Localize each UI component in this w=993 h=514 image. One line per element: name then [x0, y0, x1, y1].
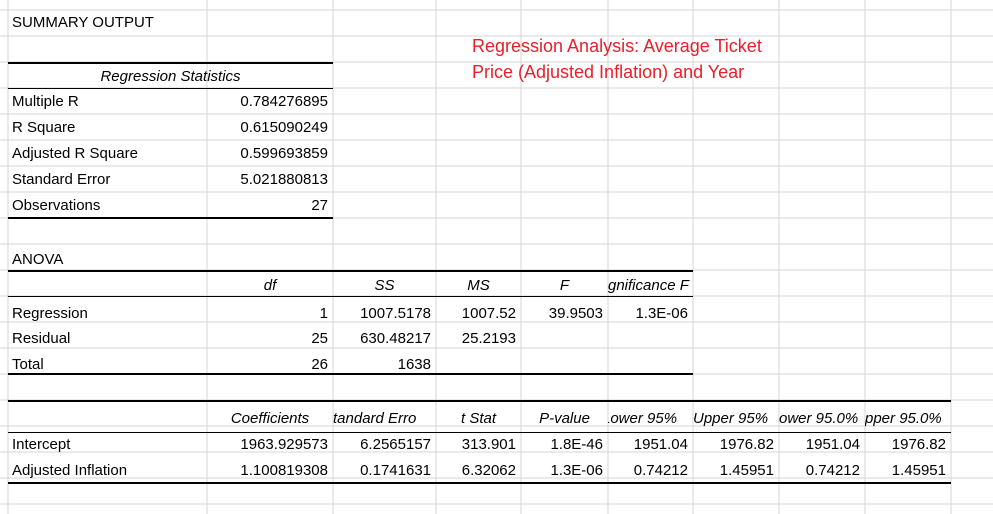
regstats-label: R Square	[12, 119, 76, 136]
coef-cell-lower-95-0: 1951.04	[805, 436, 860, 453]
coef-top-border	[8, 400, 951, 402]
chart-note: Regression Analysis: Average Ticket Pric…	[472, 33, 762, 85]
regstats-value: 0.784276895	[240, 93, 328, 110]
coef-cell-lower-95-0: 0.74212	[805, 462, 860, 479]
anova-cell-ss: 1007.5178	[360, 305, 431, 322]
note-line-2: Price (Adjusted Inflation) and Year	[472, 62, 745, 82]
coef-cell-standard-error: 6.2565157	[360, 436, 431, 453]
anova-cell-ms: 1007.52	[461, 305, 516, 322]
coef-cell-lower-95: 1951.04	[633, 436, 688, 453]
regstats-header-border	[8, 88, 333, 89]
regstats-label: Standard Error	[12, 171, 111, 188]
regstats-top-border	[8, 62, 333, 64]
anova-header-ss: SS	[374, 277, 395, 294]
coef-cell-upper-95: 1.45951	[719, 462, 774, 479]
coef-bottom-border	[8, 482, 951, 484]
coef-row-label: Adjusted Inflation	[12, 462, 128, 479]
coef-header-border	[8, 432, 951, 433]
anova-header-f: F	[559, 277, 570, 294]
anova-cell-df: 26	[311, 356, 328, 373]
coef-cell-coefficient: 1.100819308	[240, 462, 328, 479]
coef-header-standard-error: tandard Erro	[333, 410, 417, 427]
anova-header-border	[8, 296, 693, 297]
coef-cell-p-value: 1.8E-46	[550, 436, 603, 453]
coef-row-label: Intercept	[12, 436, 71, 453]
anova-cell-df: 1	[319, 305, 328, 322]
coef-cell-coefficient: 1963.929573	[240, 436, 328, 453]
coef-header-t-stat: t Stat	[460, 410, 497, 427]
coef-header-coefficients: Coefficients	[230, 410, 310, 427]
regstats-label: Observations	[12, 197, 101, 214]
anova-row-label: Regression	[12, 305, 88, 322]
anova-header-df: df	[263, 277, 277, 294]
regstats-label: Adjusted R Square	[12, 145, 138, 162]
anova-top-border	[8, 270, 693, 272]
anova-cell-ss: 630.48217	[360, 330, 431, 347]
coef-cell-upper-95-0: 1976.82	[891, 436, 946, 453]
anova-row-label: Residual	[12, 330, 71, 347]
anova-bottom-border	[8, 373, 693, 375]
anova-cell-f: 39.9503	[548, 305, 603, 322]
anova-row-label: Total	[12, 356, 44, 373]
regstats-value: 0.615090249	[240, 119, 328, 136]
anova-cell-ss: 1638	[397, 356, 431, 373]
anova-cell-significance-f: 1.3E-06	[635, 305, 688, 322]
regstats-label: Multiple R	[12, 93, 79, 110]
coef-header-upper-95: Upper 95%	[693, 410, 769, 427]
coef-header-lower-95: Lower 95%	[608, 410, 678, 427]
coef-cell-p-value: 1.3E-06	[550, 462, 603, 479]
coef-cell-upper-95-0: 1.45951	[891, 462, 946, 479]
regstats-value: 27	[311, 197, 328, 214]
regstats-value: 0.599693859	[240, 145, 328, 162]
anova-cell-df: 25	[311, 330, 328, 347]
regstats-bottom-border	[8, 217, 333, 219]
coef-header-lower-95-0: ower 95.0%	[779, 410, 859, 427]
anova-label: ANOVA	[12, 251, 64, 268]
regstats-value: 5.021880813	[240, 171, 328, 188]
coef-cell-lower-95: 0.74212	[633, 462, 688, 479]
coef-cell-upper-95: 1976.82	[719, 436, 774, 453]
regstats-header: Regression Statistics	[100, 68, 241, 85]
coef-cell-t-stat: 313.901	[461, 436, 516, 453]
coef-header-upper-95-0: pper 95.0%	[865, 410, 942, 427]
coef-cell-t-stat: 6.32062	[461, 462, 516, 479]
coef-header-p-value: P-value	[539, 410, 590, 427]
coef-cell-standard-error: 0.1741631	[360, 462, 431, 479]
anova-header-significance-f: gnificance F	[608, 277, 689, 294]
summary-title: SUMMARY OUTPUT	[12, 14, 154, 31]
anova-cell-ms: 25.2193	[461, 330, 516, 347]
anova-header-ms: MS	[467, 277, 490, 294]
note-line-1: Regression Analysis: Average Ticket	[472, 36, 762, 56]
